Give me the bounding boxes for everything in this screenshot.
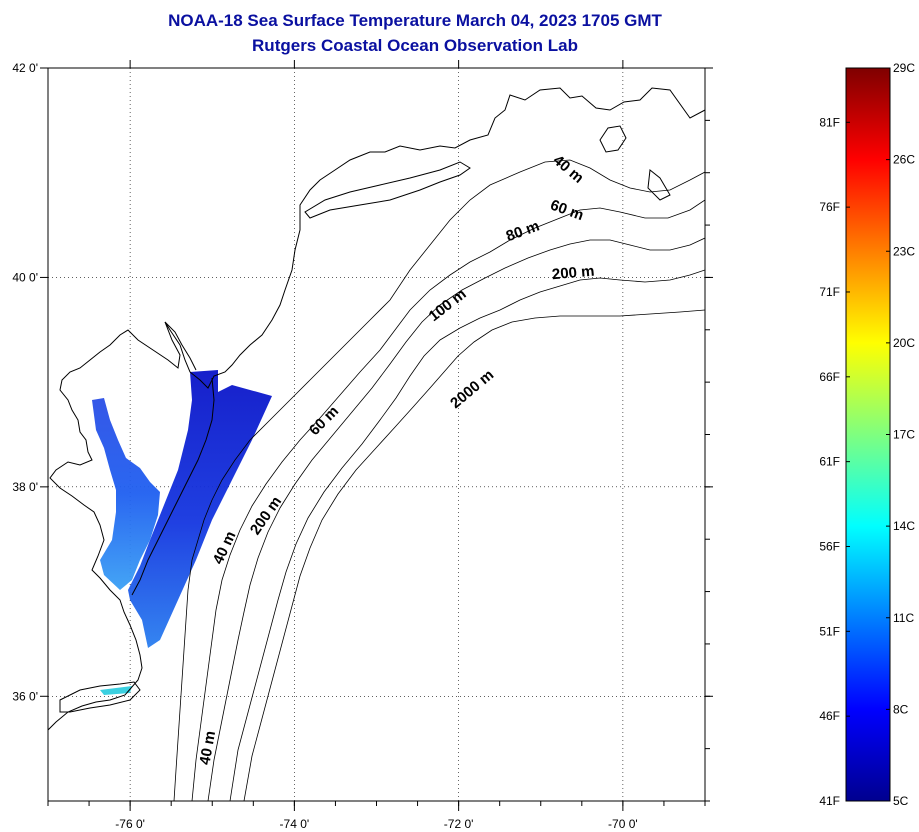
colorbar-f-label: 56F — [819, 539, 840, 553]
colorbar-f-label: 66F — [819, 370, 840, 384]
lon-tick-label: -76 0' — [115, 817, 145, 831]
colorbar-c-label: 17C — [893, 428, 915, 442]
lat-tick-label: 36 0' — [12, 689, 38, 703]
colorbar-f-label: 51F — [819, 624, 840, 638]
colorbar-c-label: 5C — [893, 794, 909, 808]
colorbar-f-label: 41F — [819, 794, 840, 808]
colorbar-c-label: 20C — [893, 336, 915, 350]
colorbar-c-label: 26C — [893, 153, 915, 167]
latitude-labels: 42 0' 40 0' 38 0' 36 0' — [12, 61, 38, 703]
lon-tick-label: -74 0' — [280, 817, 310, 831]
lon-tick-label: -70 0' — [608, 817, 638, 831]
colorbar — [846, 68, 890, 801]
lat-tick-label: 40 0' — [12, 270, 38, 284]
colorbar-fahrenheit-labels: 81F 76F 71F 66F 61F 56F 51F 46F 41F — [819, 115, 850, 808]
colorbar-f-label: 76F — [819, 200, 840, 214]
colorbar-c-label: 14C — [893, 519, 915, 533]
colorbar-f-label: 81F — [819, 115, 840, 129]
lat-tick-label: 38 0' — [12, 480, 38, 494]
longitude-labels: -76 0' -74 0' -72 0' -70 0' — [115, 817, 637, 831]
colorbar-c-label: 23C — [893, 244, 915, 258]
sst-map: 40 m60 m80 m200 m100 m2000 m60 m200 m40 … — [0, 0, 919, 832]
colorbar-f-label: 71F — [819, 285, 840, 299]
colorbar-f-label: 61F — [819, 455, 840, 469]
lat-tick-label: 42 0' — [12, 61, 38, 75]
lon-tick-label: -72 0' — [444, 817, 474, 831]
colorbar-f-label: 46F — [819, 709, 840, 723]
colorbar-c-label: 11C — [893, 611, 914, 625]
colorbar-c-label: 8C — [893, 702, 909, 716]
colorbar-c-label: 29C — [893, 61, 915, 75]
